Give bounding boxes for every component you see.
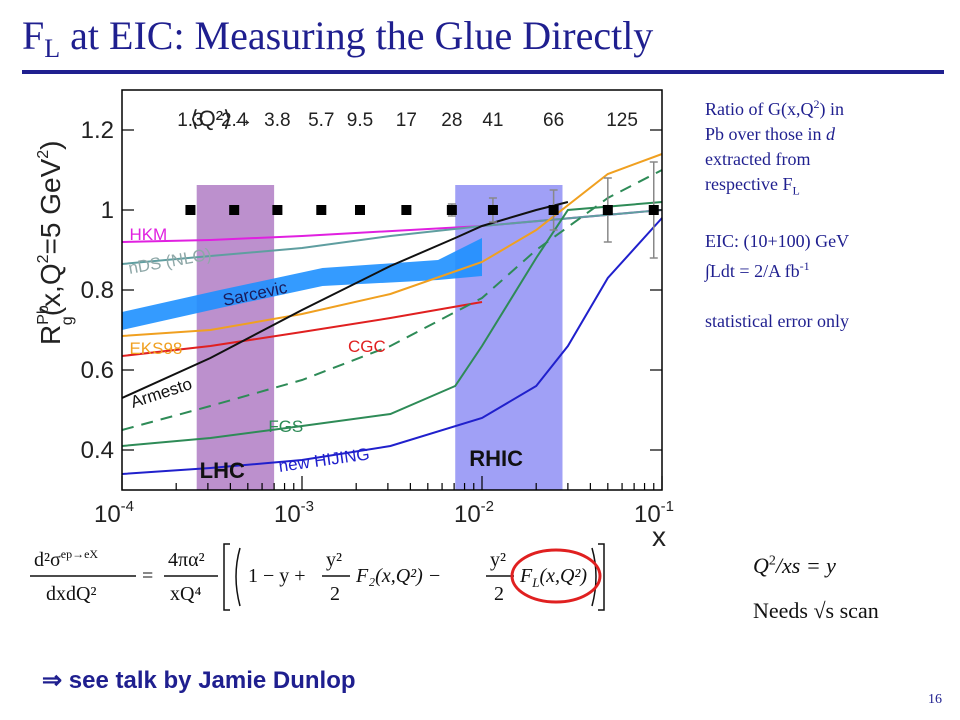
formula-frac2-num: y²: [490, 549, 506, 571]
y-tick-label: 0.6: [81, 357, 114, 384]
series-lines: [121, 153, 663, 475]
eic-energy-line: EIC: (10+100) GeV: [705, 230, 850, 251]
eic-data-point: [446, 205, 457, 215]
svg-text:=: =: [142, 565, 153, 587]
q2-value-label: 17: [396, 110, 417, 131]
title-rest: at EIC: Measuring the Glue Directly: [60, 13, 654, 58]
eic-data-point: [602, 205, 613, 215]
title-subscript: L: [44, 34, 61, 63]
series-cgc: [121, 301, 483, 357]
needs-sqrt-s-scan: Needs √s scan: [753, 598, 879, 623]
x-axis-label: x: [652, 521, 666, 548]
formula-fl-term: FL(x,Q²): [519, 565, 587, 590]
side-line-3: extracted from: [705, 149, 811, 169]
y-tick-label: 1: [101, 197, 114, 224]
fl-highlight-circle: [510, 548, 602, 604]
side-line-4: respective FL: [705, 174, 800, 198]
band-rhic: [455, 185, 563, 490]
curve-label-cgc: CGC: [348, 337, 386, 356]
x-tick-label: 10-4: [94, 498, 134, 528]
formula-frac-num: y²: [326, 549, 342, 571]
x-tick-label: 10-2: [454, 498, 494, 528]
formula-prefactor-den: xQ⁴: [170, 583, 201, 605]
y-axis-label: RPb g(x,Q2=5 GeV2): [35, 141, 76, 345]
eic-data-point: [548, 205, 559, 215]
eic-data-point: [316, 205, 327, 215]
q2-relation: Q2/xs = y: [753, 553, 836, 578]
q2-header-label: ⟨Q²⟩→: [190, 106, 254, 131]
q2-value-label: 66: [543, 110, 564, 131]
title-main: F: [22, 13, 45, 58]
axes: 0.4 0.6 0.8 1 1.2 10-4 10-3 10-2 10-1x RPb g(x,Q2=…: [35, 89, 674, 548]
y-tick-label: 0.8: [81, 277, 114, 304]
x-tick-label: 10-3: [274, 498, 314, 528]
series-fgs: [121, 201, 663, 447]
series-eks98: [121, 153, 663, 337]
formula-frac-den: 2: [330, 583, 340, 605]
y-tick-label: 1.2: [81, 117, 114, 144]
curve-label-hkm: HKM: [129, 225, 167, 244]
q2-value-label: 125: [606, 110, 638, 131]
sarcevic-band: [122, 238, 482, 330]
stat-error-line: statistical error only: [705, 310, 849, 331]
talk-reference: ⇒ see talk by Jamie Dunlop: [42, 667, 356, 694]
band-label-rhic: RHIC: [469, 446, 523, 471]
eic-data-point: [272, 205, 283, 215]
q2-value-label: 1.3: [177, 110, 203, 131]
eic-data-point: [229, 205, 240, 215]
luminosity-line: ∫Ldt = 2/A fb-1: [705, 258, 810, 281]
side-line-2: Pb over those in d: [705, 124, 835, 144]
series-new-hijing: [121, 217, 663, 475]
slide-title: FL at EIC: Measuring the Glue Directly: [22, 12, 653, 64]
q2-value-label: 3.8: [264, 110, 290, 131]
formula-f2-term: F₂(x,Q²) −: [355, 565, 441, 587]
page-number: 16: [928, 692, 942, 707]
series-nds-nlo: [121, 209, 663, 265]
formula-frac2-den: 2: [494, 583, 504, 605]
eic-data-point: [401, 205, 412, 215]
q2-value-label: 28: [441, 110, 462, 131]
band-label-lhc: LHC: [200, 458, 245, 483]
cross-section-formula: d²σep→eX dxdQ² = 4πα² xQ⁴ 1 − y + y² 2 F…: [30, 543, 605, 611]
side-line-1: Ratio of G(x,Q2) in: [705, 97, 844, 119]
x-tick-label: 10-1: [634, 498, 674, 528]
eic-data-point: [487, 205, 498, 215]
q2-value-label: 9.5: [347, 110, 373, 131]
eic-data-point: [354, 205, 365, 215]
formula-term1: 1 − y +: [248, 565, 306, 587]
formula-lhs-num: d²σep→eX: [34, 547, 98, 571]
q2-value-label: 41: [482, 110, 503, 131]
curve-label-fgs: FGS: [268, 417, 303, 436]
curve-label-eks98: EKS98: [129, 339, 182, 358]
sarcevic-band-layer: [122, 238, 482, 330]
series-armesto: [121, 201, 569, 399]
eic-data-point: [185, 205, 196, 215]
side-notes: Ratio of G(x,Q2) in Pb over those in d e…: [705, 92, 955, 334]
formula-prefactor-num: 4πα²: [168, 549, 205, 571]
formula-lhs-den: dxdQ²: [46, 583, 96, 605]
ratio-chart: 0.4 0.6 0.8 1 1.2 10-4 10-3 10-2 10-1x RPb g(x,Q2=…: [35, 89, 674, 548]
y-tick-label: 0.4: [81, 437, 114, 464]
title-rule: [22, 70, 944, 74]
q2-value-label: 5.7: [308, 110, 334, 131]
q2-value-label: 2.4: [221, 110, 248, 131]
